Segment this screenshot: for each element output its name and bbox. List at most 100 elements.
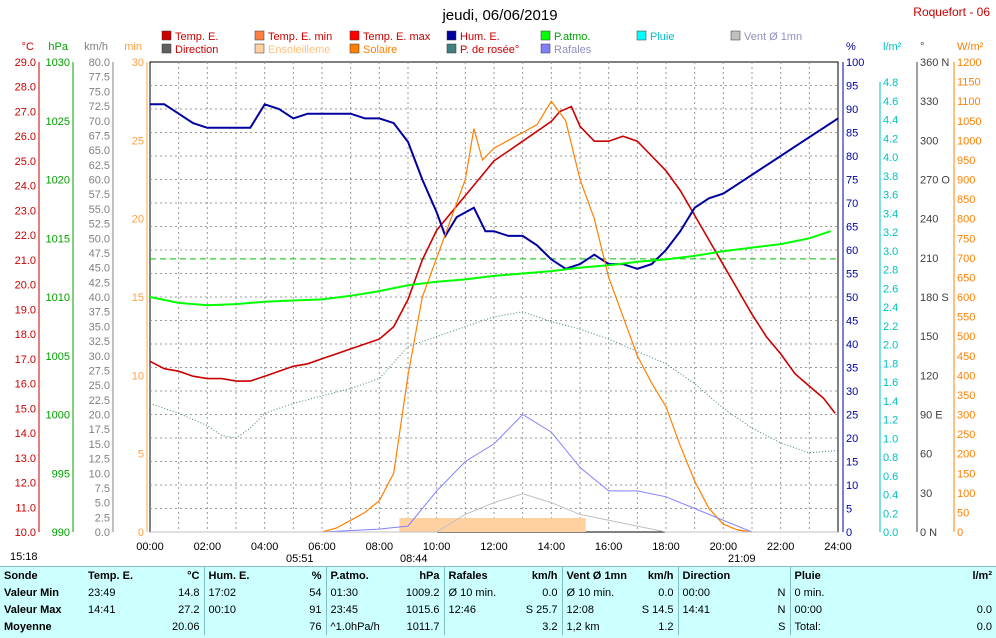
time-sunset: 21:09 <box>728 553 756 565</box>
temp-tick-label: 29.0 <box>15 57 36 69</box>
hum-tick-label: 40 <box>846 339 858 351</box>
hum-tick-label: 65 <box>846 222 858 234</box>
summary-cell: Total: <box>794 620 821 633</box>
summary-header-row: Sonde Temp. E. °C Hum. E. % P.atmo. hPa … <box>0 567 996 584</box>
solar-tick-label: 1150 <box>957 77 981 89</box>
summary-header: Pluie <box>794 569 821 582</box>
solar-tick-label: 350 <box>957 390 975 402</box>
summary-header: hPa <box>392 567 445 584</box>
wind-tick-label: 5.0 <box>95 498 110 510</box>
legend-swatch <box>446 30 457 41</box>
solar-tick-label: 650 <box>957 272 975 284</box>
summary-cell: 23:49 <box>88 586 116 599</box>
solar-tick-label: 450 <box>957 351 975 363</box>
solar-tick-label: 800 <box>957 214 975 226</box>
summary-cell: 1.2 <box>630 618 679 635</box>
summary-row-avg: Moyenne 20.06 76 ^1.0hPa/h 1011.7 3.2 1,… <box>0 618 996 635</box>
summary-cell: 0 min. <box>794 586 825 599</box>
solar-tick-label: 500 <box>957 331 975 343</box>
sun-tick-label: 25 <box>132 135 144 147</box>
rain-tick-label: 0.4 <box>883 490 898 502</box>
dir-axis-unit: ° <box>920 41 924 53</box>
dir-tick-label: 300 <box>920 135 938 147</box>
rain-tick-label: 3.0 <box>883 246 898 258</box>
legend-label: Temp. E. min <box>268 31 332 43</box>
solar-tick-label: 0 <box>957 527 963 539</box>
legend-label: Direction <box>175 44 218 56</box>
dir-tick-label: 210 <box>920 253 938 265</box>
summary-cell: 1009.2 <box>392 584 445 601</box>
wind-tick-label: 25.0 <box>89 380 110 392</box>
solar-tick-label: 250 <box>957 429 975 441</box>
dir-tick-label: 60 <box>920 449 932 461</box>
wind-tick-label: 12.5 <box>89 454 110 466</box>
rain-tick-label: 2.8 <box>883 265 898 277</box>
temp-tick-label: 26.0 <box>15 131 36 143</box>
summary-header: Sonde <box>4 569 38 582</box>
rain-tick-label: 1.6 <box>883 377 898 389</box>
solar-tick-label: 950 <box>957 155 975 167</box>
dir-tick-label: 30 <box>920 488 932 500</box>
press-tick-label: 1000 <box>46 410 70 422</box>
rain-tick-label: 0.0 <box>883 527 898 539</box>
dir-tick-label: 120 <box>920 370 938 382</box>
rain-tick-label: 2.2 <box>883 321 898 333</box>
summary-header: km/h <box>630 567 679 584</box>
legend-swatch <box>540 43 551 54</box>
wind-axis-unit: km/h <box>84 41 108 53</box>
legend-label: P.atmo. <box>554 31 591 43</box>
x-tick-label: 10:00 <box>423 541 451 553</box>
summary-cell: 54 <box>260 584 327 601</box>
rain-tick-label: 0.8 <box>883 452 898 464</box>
x-tick-label: 08:00 <box>366 541 394 553</box>
dir-tick-label: 180 S <box>920 292 949 304</box>
press-tick-label: 1030 <box>46 57 70 69</box>
rain-tick-label: 3.4 <box>883 208 898 220</box>
temp-tick-label: 15.0 <box>15 403 36 415</box>
summary-header: % <box>260 567 327 584</box>
dir-tick-label: 150 <box>920 331 938 343</box>
hum-tick-label: 35 <box>846 363 858 375</box>
wind-tick-label: 65.0 <box>89 145 110 157</box>
hum-tick-label: 25 <box>846 410 858 422</box>
temp-tick-label: 11.0 <box>15 502 36 514</box>
summary-cell: S <box>760 618 791 635</box>
x-tick-label: 00:00 <box>136 541 164 553</box>
summary-row-max: Valeur Max 14:41 27.2 00:10 91 23:45 101… <box>0 601 996 618</box>
legend-swatch <box>254 30 265 41</box>
temp-tick-label: 22.0 <box>15 230 36 242</box>
summary-cell: ^1.0hPa/h <box>330 620 380 633</box>
summary-cell: 23:45 <box>330 603 359 616</box>
summary-cell: S 25.7 <box>510 601 563 618</box>
series-line-2 <box>149 230 832 307</box>
time-sunrise: 05:51 <box>286 553 314 565</box>
sun-tick-label: 15 <box>132 292 144 304</box>
summary-header: Temp. E. <box>88 569 134 582</box>
summary-cell: 0.0 <box>976 620 992 633</box>
wind-tick-label: 7.5 <box>95 483 110 495</box>
summary-cell <box>204 618 260 635</box>
hum-tick-label: 0 <box>846 527 852 539</box>
summary-cell: Ø 10 min. <box>566 586 615 599</box>
solar-tick-label: 1000 <box>957 135 981 147</box>
press-tick-label: 1025 <box>46 116 70 128</box>
sun-tick-label: 0 <box>138 527 144 539</box>
temp-tick-label: 14.0 <box>15 428 36 440</box>
solar-tick-label: 750 <box>957 233 975 245</box>
hum-tick-label: 5 <box>846 504 852 516</box>
solar-tick-label: 900 <box>957 175 975 187</box>
x-tick-label: 18:00 <box>652 541 680 553</box>
hum-tick-label: 10 <box>846 480 858 492</box>
press-axis-unit: hPa <box>48 41 68 53</box>
summary-cell: 14:41 <box>682 603 711 616</box>
hum-axis-unit: % <box>846 41 856 53</box>
press-tick-label: 1020 <box>46 175 70 187</box>
summary-cell: Moyenne <box>4 620 52 633</box>
wind-tick-label: 2.5 <box>95 512 110 524</box>
dir-tick-label: 0 N <box>920 527 937 539</box>
rain-tick-label: 3.2 <box>883 227 898 239</box>
sun-tick-label: 20 <box>132 214 144 226</box>
x-tick-label: 14:00 <box>538 541 566 553</box>
summary-cell: 0.0 <box>630 584 679 601</box>
hum-tick-label: 90 <box>846 104 858 116</box>
